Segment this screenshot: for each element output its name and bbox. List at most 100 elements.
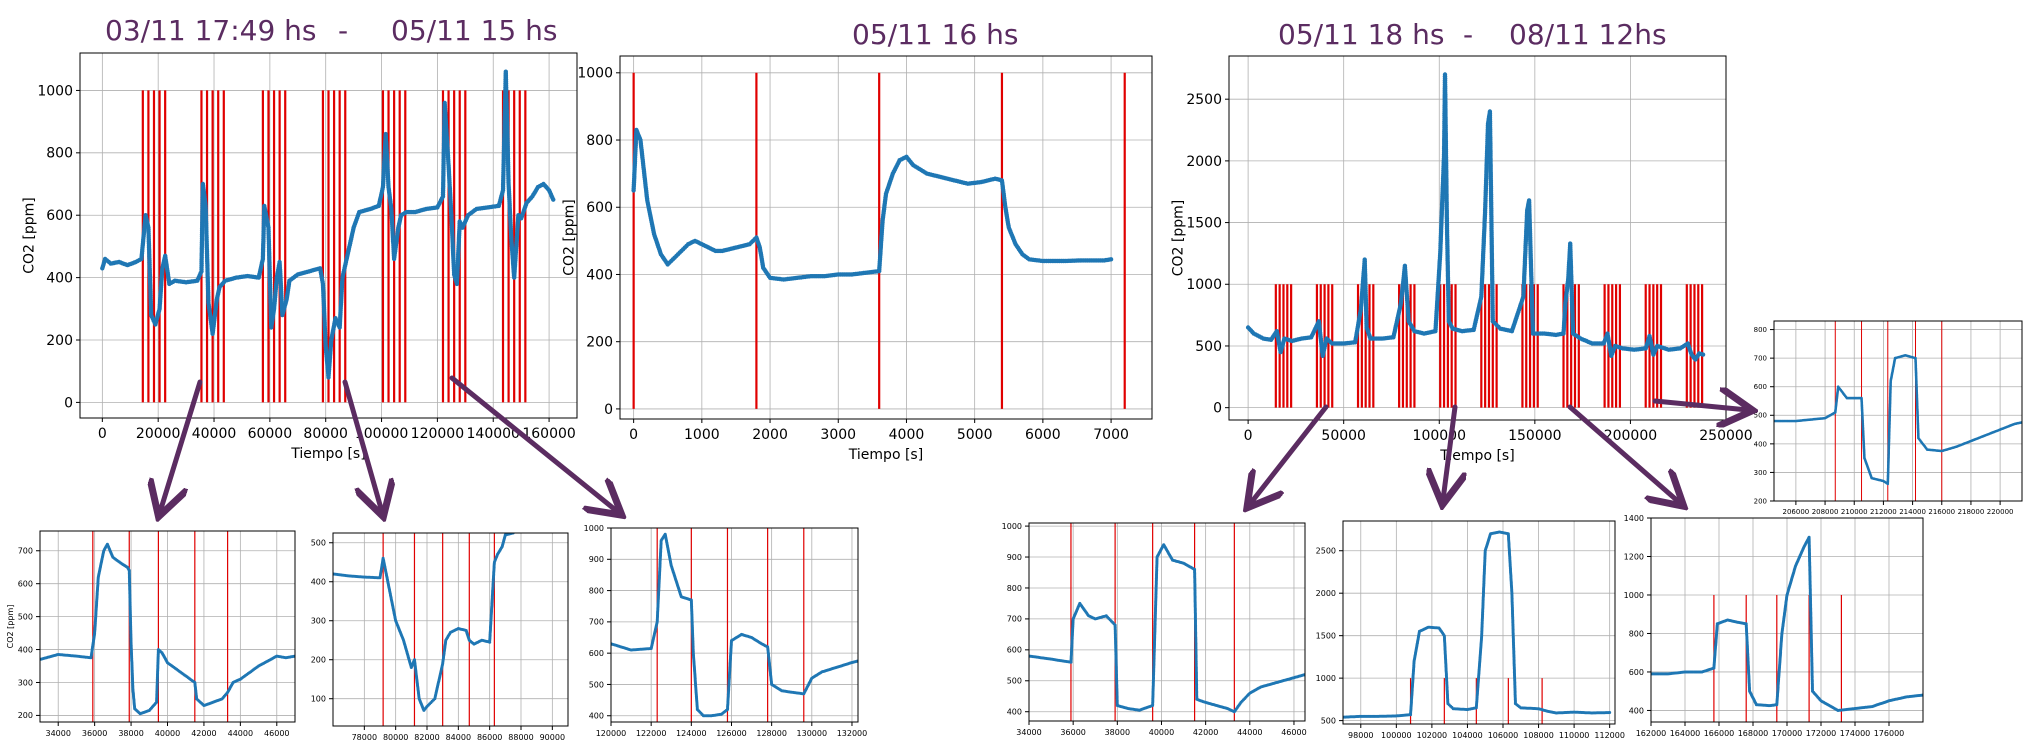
x-tick-label: 200000	[1604, 428, 1657, 444]
y-axis-label: CO2 [ppm]	[21, 197, 37, 274]
title-3-end: 08/11 12hs	[1509, 18, 1667, 51]
y-tick-label: 900	[589, 555, 604, 564]
data-point	[551, 197, 556, 202]
chart-zoom-2: 78000 80000 82000 84000 86000 88000 9000010020…	[311, 532, 569, 742]
y-axis-label: CO2 [ppm]	[561, 199, 577, 276]
x-tick-label: 140000	[467, 426, 520, 442]
plot-frame	[619, 55, 1153, 420]
y-tick-label: 0	[604, 402, 613, 418]
x-tick-label: 38000	[118, 729, 143, 738]
data-point	[1700, 352, 1706, 357]
y-tick-label: 1000	[37, 83, 73, 99]
y-tick-label: 500	[18, 612, 33, 621]
y-tick-label: 600	[589, 649, 604, 658]
y-tick-label: 600	[1007, 646, 1022, 655]
y-tick-label: 800	[1007, 584, 1022, 593]
x-tick-label: 1000	[684, 427, 720, 443]
y-tick-label: 400	[589, 712, 604, 721]
title-1-dash: -	[338, 14, 348, 47]
chart-main-1: 0 20000 40000 60000 80000 100000 120000 140000 1…	[21, 52, 578, 462]
plot-area	[1229, 56, 1726, 420]
x-tick-label: 0	[629, 427, 638, 443]
x-tick-label: 46000	[264, 729, 289, 738]
y-tick-label: 300	[311, 617, 326, 626]
x-tick-label: 46000	[1281, 728, 1306, 737]
x-tick-label: 20000	[136, 426, 181, 442]
x-tick-label: 3000	[820, 427, 856, 443]
y-tick-label: 200	[18, 711, 33, 720]
x-tick-label: 50000	[1321, 428, 1366, 444]
y-tick-label: 1000	[584, 524, 604, 533]
x-tick-label: 5000	[957, 427, 993, 443]
x-tick-label: 82000	[414, 733, 439, 742]
y-tick-label: 200	[311, 656, 326, 665]
x-tick-label: 42000	[1193, 728, 1218, 737]
x-tick-label: 160000	[522, 426, 575, 442]
x-tick-label: 150000	[1508, 428, 1561, 444]
chart-main-3: 0 50000 100000 150000 200000 2500000500100015…	[1170, 55, 1753, 464]
x-tick-label: 130000	[797, 729, 828, 738]
title-1-end: 05/11 15 hs	[391, 14, 557, 47]
plot-frame	[79, 52, 578, 419]
y-tick-label: 500	[1007, 677, 1022, 686]
x-tick-label: 60000	[248, 426, 293, 442]
x-tick-label: 34000	[45, 729, 70, 738]
y-tick-label: 600	[46, 208, 73, 224]
y-tick-label: 400	[1007, 708, 1022, 717]
y-tick-label: 0	[64, 395, 73, 411]
y-tick-label: 500	[1195, 339, 1222, 355]
y-tick-label: 2500	[1186, 92, 1222, 108]
plot-frame	[332, 532, 569, 727]
y-tick-label: 1500	[1186, 215, 1222, 231]
x-tick-label: 90000	[540, 733, 565, 742]
title-2: 05/11 16 hs	[852, 18, 1018, 51]
y-tick-label: 100	[311, 695, 326, 704]
x-tick-label: 40000	[155, 729, 180, 738]
x-tick-label: 6000	[1025, 427, 1061, 443]
x-tick-label: 84000	[446, 733, 471, 742]
y-tick-label: 200	[586, 335, 613, 351]
x-tick-label: 0	[1244, 428, 1253, 444]
y-tick-label: 800	[46, 146, 73, 162]
plot-area	[611, 528, 858, 722]
y-tick-label: 1000	[1186, 277, 1222, 293]
chart-zoom-1: 34000 36000 38000 40000 42000 44000 4600020030…	[6, 530, 296, 744]
y-axis-label: CO2 [ppm]	[1170, 200, 1186, 277]
x-tick-label: 40000	[192, 426, 237, 442]
x-tick-label: 36000	[82, 729, 107, 738]
x-tick-label: 38000	[1105, 728, 1130, 737]
x-tick-label: 80000	[383, 733, 408, 742]
x-tick-label: 100000	[1413, 428, 1466, 444]
y-tick-label: 400	[18, 645, 33, 654]
chart-main-2: 0 1000 2000 3000 4000 5000 6000 700002004006008…	[561, 55, 1153, 463]
x-tick-label: 44000	[1237, 728, 1262, 737]
y-tick-label: 500	[311, 539, 326, 548]
x-tick-label: 126000	[716, 729, 747, 738]
y-tick-label: 800	[589, 586, 604, 595]
y-axis-label: CO2 [ppm]	[6, 605, 15, 649]
y-tick-label: 1000	[577, 66, 613, 82]
y-tick-label: 200	[46, 333, 73, 349]
x-tick-label: 86000	[477, 733, 502, 742]
y-tick-label: 400	[586, 267, 613, 283]
x-tick-label: 40000	[1149, 728, 1174, 737]
title-3-start: 05/11 18 hs	[1278, 18, 1444, 51]
plot-frame	[610, 527, 859, 723]
x-tick-label: 132000	[837, 729, 868, 738]
y-tick-label: 900	[1007, 553, 1022, 562]
x-tick-label: 120000	[411, 426, 464, 442]
x-tick-label: 0	[98, 426, 107, 442]
chart-zoom-3: 120000 122000 124000 126000 128000 130000 1320…	[584, 524, 868, 738]
y-tick-label: 500	[589, 680, 604, 689]
title-3-dash: -	[1463, 18, 1473, 51]
y-tick-label: 700	[589, 618, 604, 627]
x-tick-label: 4000	[889, 427, 925, 443]
y-tick-label: 600	[18, 579, 33, 588]
plot-area	[333, 533, 568, 726]
plot-area	[620, 56, 1152, 419]
x-axis-label: Tiempo [s]	[1439, 448, 1514, 464]
y-tick-label: 700	[1007, 615, 1022, 624]
x-axis-label: Tiempo [s]	[290, 446, 365, 462]
x-tick-label: 2000	[752, 427, 788, 443]
